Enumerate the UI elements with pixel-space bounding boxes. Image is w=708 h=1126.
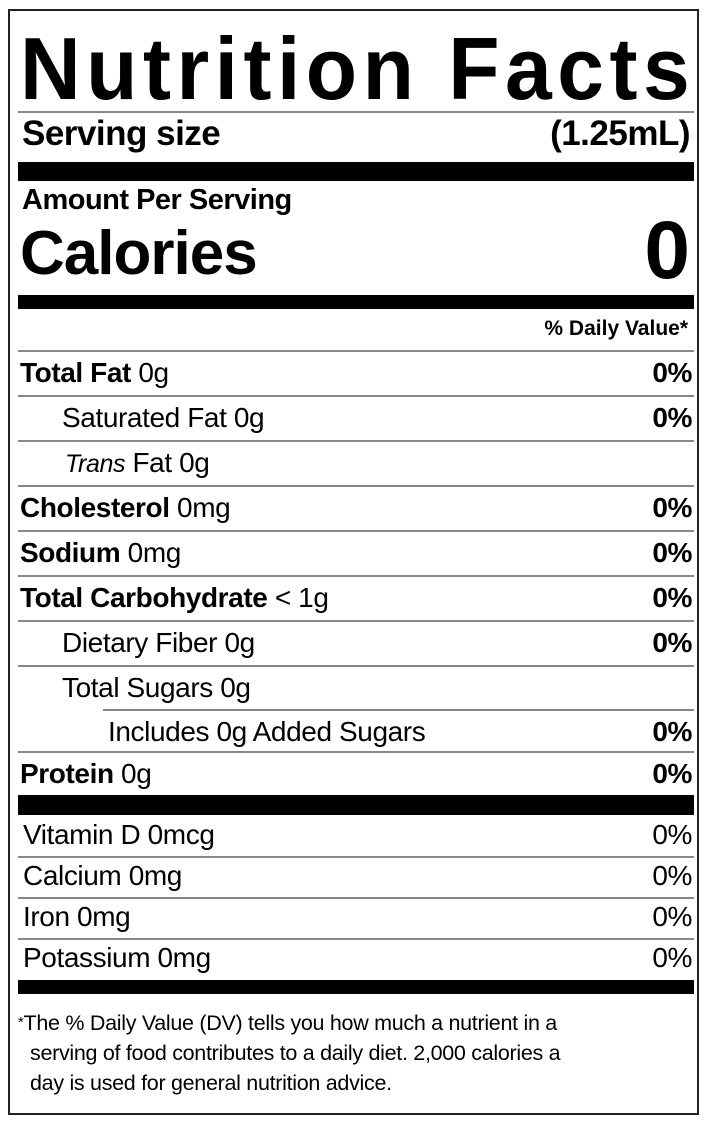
nutrient-row: Saturated Fat 0g 0% <box>18 402 694 434</box>
nutrient-amount: < 1g <box>267 582 329 613</box>
vitamin-daily-value: 0% <box>652 942 692 973</box>
nutrient-daily-value: 0% <box>652 402 692 433</box>
thick-divider <box>18 162 694 181</box>
nutrient-name: Fat <box>125 447 172 478</box>
divider <box>18 897 694 899</box>
footnote-line-1: The % Daily Value (DV) tells you how muc… <box>23 1011 558 1035</box>
vitamin-row: Iron 0mg 0% <box>18 901 694 933</box>
vitamin-label: Potassium 0mg <box>23 942 211 973</box>
nutrient-amount: 0g <box>130 357 169 388</box>
nutrient-label: Total Sugars 0g <box>18 672 251 703</box>
nutrient-amount: 0g <box>113 758 152 789</box>
nutrient-amount: 0g <box>212 672 251 703</box>
nutrient-row: Sodium 0mg 0% <box>18 537 694 569</box>
nutrient-row: Protein 0g 0% <box>18 758 694 790</box>
nutrient-row: Includes 0g Added Sugars 0% <box>18 716 694 748</box>
nutrient-name-italic: Trans <box>65 450 126 478</box>
nutrient-daily-value: 0% <box>652 492 692 523</box>
thick-divider <box>18 795 694 815</box>
nutrient-row: Total Carbohydrate < 1g 0% <box>18 582 694 614</box>
footnote-line-2: serving of food contributes to a daily d… <box>30 1041 561 1065</box>
vitamin-label: Iron 0mg <box>23 901 131 932</box>
amount-per-serving: Amount Per Serving <box>22 184 292 216</box>
divider <box>18 395 694 397</box>
nutrient-label: Cholesterol 0mg <box>18 492 231 523</box>
nutrient-name: Protein <box>20 758 114 789</box>
nutrient-name: Saturated Fat <box>62 402 227 433</box>
nutrient-amount: 0mg <box>120 537 182 568</box>
divider <box>18 856 694 858</box>
divider <box>18 350 694 352</box>
divider <box>18 620 694 622</box>
divider <box>18 938 694 940</box>
footnote-star: * <box>18 1014 24 1031</box>
nutrient-label: Trans Fat 0g <box>18 447 210 478</box>
vitamin-label: Calcium 0mg <box>23 860 182 891</box>
nutrient-row: Trans Fat 0g <box>18 447 694 479</box>
vitamin-row: Calcium 0mg 0% <box>18 860 694 892</box>
footnote-line-3: day is used for general nutrition advice… <box>30 1071 392 1095</box>
nutrient-label: Dietary Fiber 0g <box>18 627 255 658</box>
vitamin-row: Potassium 0mg 0% <box>18 942 694 974</box>
nutrient-label: Sodium 0mg <box>18 537 181 568</box>
nutrient-name: Total Fat <box>20 357 131 388</box>
vitamin-daily-value: 0% <box>652 860 692 891</box>
divider <box>18 485 694 487</box>
nutrient-label: Protein 0g <box>18 758 152 789</box>
nutrient-name: Total Sugars <box>62 672 213 703</box>
calories-label: Calories <box>20 219 258 288</box>
nutrient-row: Total Fat 0g 0% <box>18 357 694 389</box>
divider <box>18 665 694 667</box>
nutrient-name: Sodium <box>20 537 121 568</box>
nutrient-label: Includes 0g Added Sugars <box>18 716 426 747</box>
thick-divider <box>18 295 694 309</box>
nutrient-daily-value: 0% <box>652 537 692 568</box>
divider <box>18 440 694 442</box>
daily-value-header: % Daily Value* <box>544 317 688 340</box>
serving-size-value: (1.25mL) <box>550 114 690 153</box>
divider <box>18 111 694 113</box>
nutrient-label: Total Carbohydrate < 1g <box>18 582 329 613</box>
vitamin-label: Vitamin D 0mcg <box>23 819 215 850</box>
nutrient-row: Total Sugars 0g <box>18 672 694 704</box>
vitamin-daily-value: 0% <box>652 819 692 850</box>
nutrient-daily-value: 0% <box>652 758 692 789</box>
vitamin-row: Vitamin D 0mcg 0% <box>18 819 694 851</box>
nutrient-daily-value: 0% <box>652 716 692 747</box>
serving-size-label: Serving size <box>22 114 221 153</box>
nutrient-amount: 0g <box>226 402 265 433</box>
nutrition-label-frame <box>8 9 699 1115</box>
nutrient-row: Dietary Fiber 0g 0% <box>18 627 694 659</box>
nutrient-row: Cholesterol 0mg 0% <box>18 492 694 524</box>
nutrient-daily-value: 0% <box>652 582 692 613</box>
footnote: *The % Daily Value (DV) tells you how mu… <box>18 1008 678 1098</box>
divider <box>103 709 694 711</box>
label-title: Nutrition Facts <box>20 19 696 118</box>
vitamin-daily-value: 0% <box>652 901 692 932</box>
nutrient-label: Saturated Fat 0g <box>18 402 265 433</box>
nutrient-daily-value: 0% <box>652 357 692 388</box>
nutrient-name: Dietary Fiber <box>62 627 218 658</box>
divider <box>18 575 694 577</box>
divider <box>18 530 694 532</box>
nutrient-name: Includes 0g Added Sugars <box>108 716 426 747</box>
nutrient-name: Total Carbohydrate <box>20 582 268 613</box>
nutrient-amount: 0mg <box>169 492 231 523</box>
calories-value: 0 <box>644 205 690 296</box>
thick-divider <box>18 980 694 994</box>
nutrient-amount: 0g <box>171 447 210 478</box>
nutrient-amount: 0g <box>217 627 255 658</box>
nutrient-name: Cholesterol <box>20 492 170 523</box>
divider <box>18 751 694 753</box>
nutrient-daily-value: 0% <box>652 627 692 658</box>
nutrient-label: Total Fat 0g <box>18 357 169 388</box>
